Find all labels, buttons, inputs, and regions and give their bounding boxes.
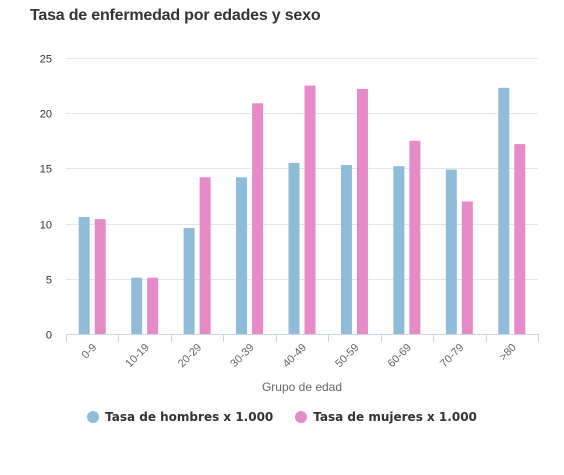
y-tick-label: 25 [40, 54, 52, 66]
bar-mujeres-1[interactable] [147, 277, 159, 334]
bar-hombres-0[interactable] [78, 216, 90, 334]
x-tick-label: 10-19 [123, 342, 151, 370]
x-tick-label: 30-39 [228, 342, 256, 370]
bar-mujeres-8[interactable] [514, 144, 526, 334]
y-tick-label: 10 [40, 220, 52, 232]
bars [78, 85, 526, 334]
bar-hombres-6[interactable] [393, 166, 405, 334]
bar-mujeres-5[interactable] [356, 88, 368, 334]
bar-hombres-1[interactable] [131, 277, 143, 334]
legend-item-mujeres[interactable]: Tasa de mujeres x 1.000 [295, 410, 477, 424]
bar-mujeres-7[interactable] [461, 201, 473, 334]
chart-title: Tasa de enfermedad por edades y sexo [30, 7, 321, 24]
y-tick-label: 20 [40, 109, 52, 121]
x-tick-label: 0-9 [80, 342, 100, 362]
legend-label: Tasa de hombres x 1.000 [105, 410, 274, 424]
bar-hombres-3[interactable] [236, 177, 248, 334]
y-tick-label: 0 [46, 330, 52, 342]
bar-mujeres-3[interactable] [252, 103, 264, 334]
bar-hombres-5[interactable] [340, 165, 352, 334]
x-axis-title: Grupo de edad [262, 380, 342, 394]
x-tick-label: 70-79 [438, 342, 466, 370]
bar-mujeres-0[interactable] [94, 219, 106, 334]
x-tick-label: >80 [497, 342, 519, 364]
y-tick-label: 15 [40, 164, 52, 176]
x-tick-label: 40-49 [281, 342, 309, 370]
legend-swatch-icon [87, 411, 100, 423]
legend: Tasa de hombres x 1.000 Tasa de mujeres … [0, 410, 564, 424]
y-tick-label: 5 [46, 275, 52, 287]
bar-mujeres-4[interactable] [304, 85, 316, 334]
x-axis-ticks: 0-9 10-19 20-29 30-39 40-49 50-59 60-69 70-79 >8… [66, 334, 539, 370]
bar-mujeres-6[interactable] [409, 140, 421, 334]
x-tick-label: 20-29 [176, 342, 204, 370]
legend-item-hombres[interactable]: Tasa de hombres x 1.000 [87, 410, 273, 424]
bar-hombres-4[interactable] [288, 162, 300, 334]
x-tick-label: 50-59 [333, 342, 361, 370]
x-tick-label: 60-69 [386, 342, 414, 370]
y-axis-ticks: 0 5 10 15 20 25 [40, 54, 52, 342]
bar-hombres-7[interactable] [445, 169, 457, 334]
bar-hombres-8[interactable] [498, 87, 510, 334]
legend-label: Tasa de mujeres x 1.000 [313, 410, 477, 424]
grid-lines [66, 58, 538, 280]
legend-swatch-icon [295, 411, 308, 423]
bar-mujeres-2[interactable] [199, 177, 211, 334]
bar-hombres-2[interactable] [183, 228, 195, 334]
